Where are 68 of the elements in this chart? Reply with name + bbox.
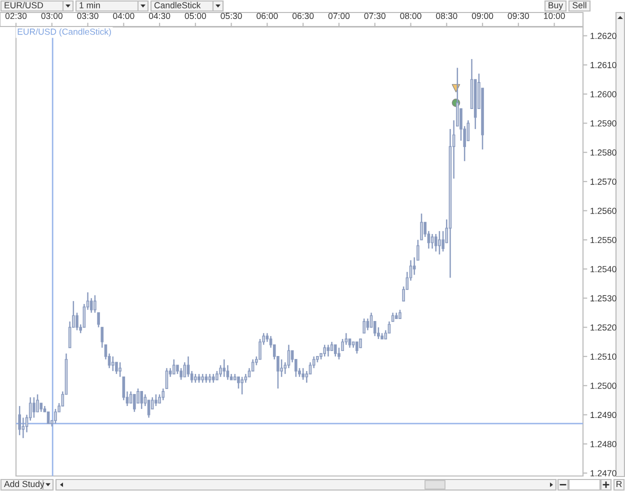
chart-title: EUR/USD (CandleStick) — [18, 28, 111, 36]
y-tick-label: 1.2520 — [590, 324, 616, 331]
text: R — [616, 480, 622, 488]
x-tick-label: 08:30 — [436, 12, 458, 20]
text: 1 min — [80, 2, 100, 8]
candlestick — [334, 344, 337, 358]
y-tick-label: 1.2620 — [590, 32, 616, 40]
text: Add Study — [4, 480, 44, 489]
y-tick-label: 1.2590 — [590, 120, 616, 126]
x-tick-label: 03:30 — [77, 12, 98, 20]
candlestick — [356, 341, 358, 354]
candlestick — [32, 396, 36, 418]
x-tick-label: 08:00 — [400, 12, 422, 20]
x-tick-label: 04:30 — [148, 12, 170, 20]
text: CandleStick — [154, 2, 201, 8]
y-tick-label: 1.2530 — [590, 295, 616, 302]
candlestick — [434, 233, 438, 252]
candlestick — [94, 294, 96, 314]
y-tick-label: 1.2600 — [590, 91, 616, 98]
text: Sell — [572, 2, 586, 8]
y-tick-label: 1.2550 — [590, 236, 616, 244]
text: EUR/USD — [4, 2, 43, 8]
candlestick — [22, 417, 25, 439]
x-tick-label: 03:00 — [41, 12, 62, 20]
candlestick — [222, 358, 226, 378]
x-tick-label: 02:30 — [5, 12, 27, 20]
candlestick — [172, 358, 176, 375]
y-tick-label: 1.2480 — [590, 440, 616, 448]
candlestick — [366, 318, 370, 331]
x-tick-label: 09:30 — [508, 12, 530, 20]
y-tick-label: 1.2570 — [590, 178, 616, 185]
x-tick-label: 05:30 — [220, 12, 242, 20]
candlestick — [140, 390, 144, 410]
candlestick — [430, 233, 434, 250]
candlestick — [438, 230, 441, 256]
candlestick — [180, 368, 182, 380]
candlestick — [323, 344, 326, 358]
y-tick-label: 1.2540 — [590, 266, 616, 272]
x-tick-label: 09:00 — [472, 12, 494, 20]
candlestick — [362, 318, 366, 334]
text: Buy — [548, 2, 564, 10]
candlestick — [54, 408, 57, 424]
x-tick-label: 06:30 — [292, 12, 314, 20]
y-tick-label: 1.2580 — [590, 149, 616, 156]
candlestick — [118, 362, 122, 378]
x-tick-label: 05:00 — [184, 12, 206, 20]
candlestick — [240, 376, 244, 395]
candlestick — [302, 368, 304, 380]
y-tick-label: 1.2510 — [590, 354, 616, 360]
candlestick — [46, 411, 50, 424]
x-tick-label: 04:00 — [113, 12, 134, 20]
candlestick — [326, 344, 330, 358]
y-tick-label: 1.2560 — [590, 208, 616, 214]
candlestick — [18, 405, 21, 436]
x-tick-label: 10:00 — [544, 12, 565, 20]
candlestick — [111, 356, 114, 372]
y-tick-label: 1.2610 — [590, 62, 616, 68]
y-tick-label: 1.2500 — [590, 382, 616, 389]
x-tick-label: 07:30 — [364, 12, 386, 20]
candlestick — [280, 358, 283, 378]
y-tick-label: 1.2490 — [590, 412, 616, 418]
candlestick — [154, 394, 158, 407]
candlestick — [442, 230, 444, 252]
x-tick-label: 07:00 — [328, 12, 350, 20]
x-tick-label: 06:00 — [256, 12, 278, 20]
candlestick — [76, 312, 78, 331]
candlestick — [133, 394, 136, 412]
y-tick-label: 1.2470 — [590, 470, 616, 476]
